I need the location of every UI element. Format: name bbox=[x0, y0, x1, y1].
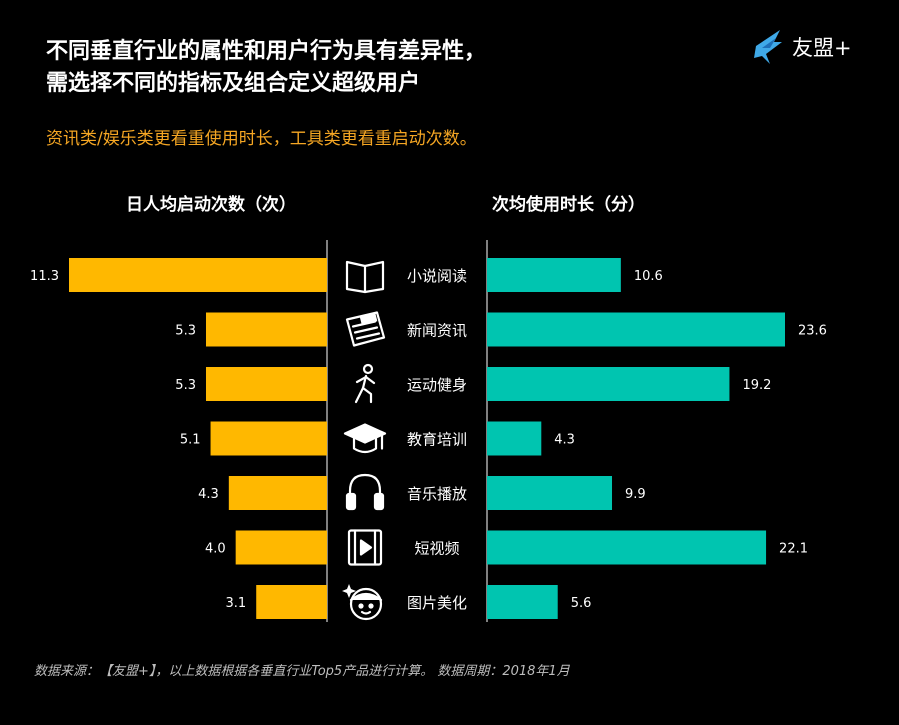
graduation-cap-icon bbox=[343, 423, 387, 454]
right-bar-value-label: 23.6 bbox=[798, 324, 827, 339]
brand-logo: 友盟+ bbox=[752, 28, 852, 66]
newspaper-icon bbox=[345, 311, 386, 347]
title-line-1: 不同垂直行业的属性和用户行为具有差异性， bbox=[46, 39, 487, 64]
left-bar bbox=[235, 530, 327, 565]
category-label: 教育培训 bbox=[407, 431, 467, 449]
right-bar-value-label: 9.9 bbox=[625, 487, 646, 502]
right-chart-title: 次均使用时长（分） bbox=[492, 195, 645, 215]
footer-source: 数据来源：【友盟+】，以上数据根据各垂直行业Top5产品进行计算。 数据周期：2… bbox=[34, 664, 570, 679]
left-bar bbox=[210, 421, 327, 456]
video-film-icon bbox=[347, 529, 383, 566]
bird-logo-icon bbox=[754, 30, 782, 64]
category-label: 音乐播放 bbox=[407, 485, 467, 503]
headphones-icon bbox=[345, 473, 385, 511]
left-chart-title: 日人均启动次数（次） bbox=[126, 195, 296, 215]
left-bar-value-label: 5.3 bbox=[175, 378, 196, 393]
right-bar bbox=[487, 312, 785, 347]
category-label: 图片美化 bbox=[407, 594, 467, 612]
category-label: 短视频 bbox=[414, 540, 459, 558]
left-bar-value-label: 5.1 bbox=[180, 433, 201, 448]
right-bar-value-label: 19.2 bbox=[742, 378, 771, 393]
left-bar bbox=[256, 585, 327, 619]
left-bar bbox=[205, 367, 327, 401]
category-label: 新闻资讯 bbox=[407, 322, 467, 340]
walking-person-icon bbox=[354, 363, 376, 404]
left-bar-value-label: 4.3 bbox=[198, 487, 219, 502]
left-bar bbox=[69, 258, 327, 292]
page-subtitle: 资讯类/娱乐类更看重使用时长，工具类更看重启动次数。 bbox=[46, 129, 477, 149]
category-label: 运动健身 bbox=[407, 376, 467, 394]
right-bar-value-label: 5.6 bbox=[571, 596, 592, 611]
left-bar-value-label: 3.1 bbox=[226, 596, 247, 611]
right-bar bbox=[487, 530, 767, 565]
left-bar bbox=[228, 476, 327, 510]
left-bar-value-label: 4.0 bbox=[205, 542, 226, 557]
right-bar-value-label: 4.3 bbox=[554, 433, 575, 448]
right-bar bbox=[487, 258, 621, 292]
left-bar bbox=[205, 312, 327, 347]
logo-text: 友盟+ bbox=[792, 36, 852, 60]
book-icon bbox=[345, 260, 385, 294]
right-bar-value-label: 10.6 bbox=[634, 269, 663, 284]
right-bar bbox=[487, 585, 558, 619]
page-title: 不同垂直行业的属性和用户行为具有差异性， 需选择不同的指标及组合定义超级用户 bbox=[46, 36, 486, 100]
right-bar-value-label: 22.1 bbox=[779, 542, 808, 557]
beauty-face-icon bbox=[342, 584, 383, 621]
right-bar bbox=[487, 367, 730, 401]
title-line-2: 需选择不同的指标及组合定义超级用户 bbox=[46, 71, 421, 96]
left-bar-value-label: 11.3 bbox=[30, 269, 59, 284]
right-bar bbox=[487, 476, 613, 510]
left-bar-value-label: 5.3 bbox=[175, 324, 196, 339]
category-label: 小说阅读 bbox=[407, 267, 467, 285]
right-bar bbox=[487, 421, 542, 456]
